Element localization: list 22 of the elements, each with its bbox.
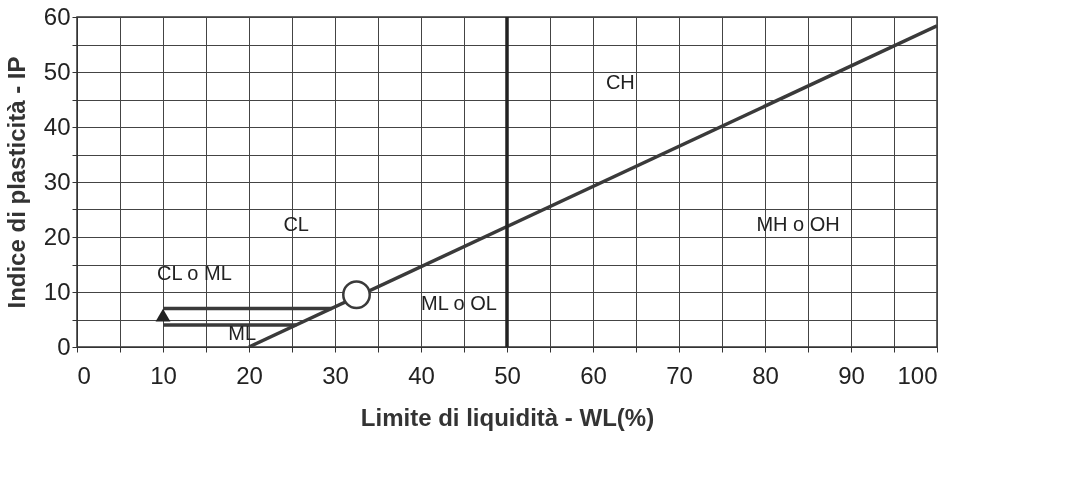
x-tick-label: 60 bbox=[580, 361, 607, 389]
x-tick-label: 30 bbox=[322, 361, 349, 389]
y-tick-label: 60 bbox=[43, 2, 71, 30]
y-tick-label: 50 bbox=[43, 57, 71, 85]
annotation: ML o OL bbox=[421, 292, 497, 314]
x-tick-label: 40 bbox=[408, 361, 435, 389]
y-tick-label: 30 bbox=[43, 167, 71, 195]
y-tick-label: 40 bbox=[43, 112, 71, 140]
x-tick-label: 50 bbox=[494, 361, 521, 389]
x-tick-label: 80 bbox=[752, 361, 779, 389]
x-tick-label: 100 bbox=[897, 361, 938, 389]
y-tick-label: 10 bbox=[43, 277, 71, 305]
y-tick-label: 0 bbox=[57, 332, 71, 360]
x-tick-label: 90 bbox=[838, 361, 865, 389]
x-tick-label: 70 bbox=[666, 361, 693, 389]
y-tick-label: 20 bbox=[43, 222, 71, 250]
y-axis-title: Indice di plasticità - IP bbox=[2, 56, 30, 309]
x-axis-title: Limite di liquidità - WL(%) bbox=[360, 403, 655, 431]
x-tick-label: 20 bbox=[236, 361, 263, 389]
x-tick-label: 0 bbox=[77, 361, 91, 389]
annotation: CH bbox=[605, 70, 635, 93]
x-tick-label: 10 bbox=[150, 361, 177, 389]
